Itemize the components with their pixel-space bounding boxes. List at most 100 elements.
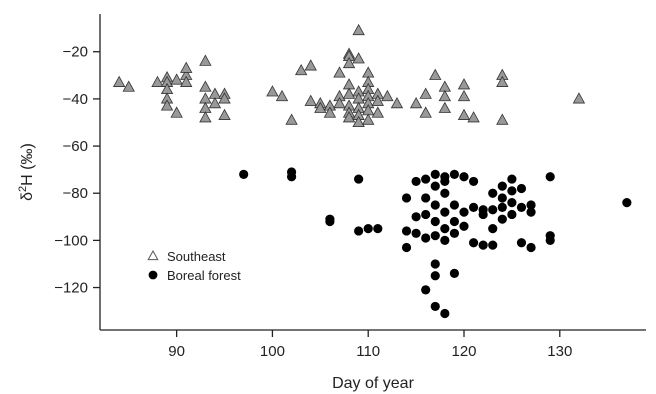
point-boreal-forest [449,216,460,227]
x-tick-label: 110 [356,343,380,360]
point-southeast [390,96,404,109]
point-boreal-forest [363,223,373,234]
point-southeast [342,78,356,90]
y-axis-title-superscript: 2 [17,186,29,192]
point-southeast [170,106,183,118]
point-southeast [199,111,212,123]
point-boreal-forest [411,176,421,187]
point-boreal-forest [421,285,431,295]
point-boreal-forest [430,169,440,179]
point-boreal-forest [430,271,440,281]
point-southeast [438,80,452,92]
point-boreal-forest [325,216,335,227]
point-boreal-forest [411,212,421,222]
point-boreal-forest [440,235,450,245]
point-southeast [304,94,317,106]
point-boreal-forest [497,202,507,212]
point-southeast [333,96,346,109]
point-boreal-forest [507,174,517,184]
point-boreal-forest [497,193,507,203]
point-southeast [112,75,126,87]
point-boreal-forest [488,223,498,234]
point-southeast [438,101,452,113]
y-tick-label: −80 [63,185,88,202]
point-southeast [352,23,365,36]
point-boreal-forest [421,209,431,220]
point-boreal-forest [286,172,297,182]
y-tick-label: −40 [63,91,88,108]
point-boreal-forest [430,200,440,210]
point-boreal-forest [488,240,498,250]
point-boreal-forest [449,169,460,179]
plot-area [112,23,632,319]
point-boreal-forest [468,176,479,187]
legend-marker-boreal-forest [148,270,158,280]
point-southeast [381,89,394,102]
point-southeast [160,99,174,111]
point-boreal-forest [488,188,498,198]
point-southeast [457,89,471,102]
point-boreal-forest [507,186,517,196]
point-southeast [275,89,289,102]
point-southeast [294,63,308,76]
x-tick-label: 130 [547,343,572,360]
point-boreal-forest [507,198,517,208]
point-boreal-forest [468,202,479,212]
point-boreal-forest [526,207,536,217]
point-boreal-forest [440,188,450,198]
legend-label-boreal-forest: Boreal forest [167,268,241,283]
point-boreal-forest [430,301,440,312]
point-southeast [180,75,193,87]
point-southeast [371,106,384,118]
point-boreal-forest [459,221,469,231]
point-southeast [438,89,452,102]
x-axis-ticks: 90 100 110 120 130 [168,330,572,360]
point-boreal-forest [440,308,450,319]
point-southeast [218,108,231,120]
point-southeast [457,108,471,120]
point-boreal-forest [354,226,364,236]
point-boreal-forest [430,259,440,269]
point-southeast [323,106,337,118]
point-southeast [496,75,509,87]
point-boreal-forest [497,214,507,224]
point-boreal-forest [430,216,440,227]
point-boreal-forest [468,238,479,248]
point-boreal-forest [449,268,460,279]
point-boreal-forest [516,238,527,248]
point-southeast [457,78,471,90]
point-southeast [352,115,365,128]
point-boreal-forest [497,181,507,191]
point-boreal-forest [545,235,555,245]
point-boreal-forest [459,207,469,217]
legend: Southeast Boreal forest [147,249,241,283]
point-boreal-forest [516,183,527,194]
point-southeast [285,113,298,125]
point-boreal-forest [401,193,412,203]
point-boreal-forest [430,181,440,191]
point-boreal-forest [488,205,498,215]
point-boreal-forest [421,174,431,184]
point-southeast [352,52,365,64]
y-axis-title-suffix: H (‰) [19,143,36,186]
point-boreal-forest [401,226,412,236]
point-boreal-forest [478,240,488,250]
point-boreal-forest [401,242,412,253]
point-boreal-forest [459,172,469,182]
point-boreal-forest [430,231,440,241]
point-southeast [208,87,222,99]
point-boreal-forest [440,207,450,217]
point-boreal-forest [478,209,488,220]
x-axis-title: Day of year [332,375,414,392]
x-tick-label: 100 [260,343,285,360]
y-tick-label: −120 [54,280,88,297]
point-boreal-forest [449,200,460,210]
point-southeast [419,87,432,99]
point-southeast [362,113,375,125]
point-boreal-forest [526,200,536,210]
y-axis-title: δ2H (‰) [17,143,36,201]
point-boreal-forest [421,193,431,203]
point-southeast [266,85,279,97]
point-boreal-forest [354,174,364,184]
y-tick-label: −100 [54,232,88,249]
